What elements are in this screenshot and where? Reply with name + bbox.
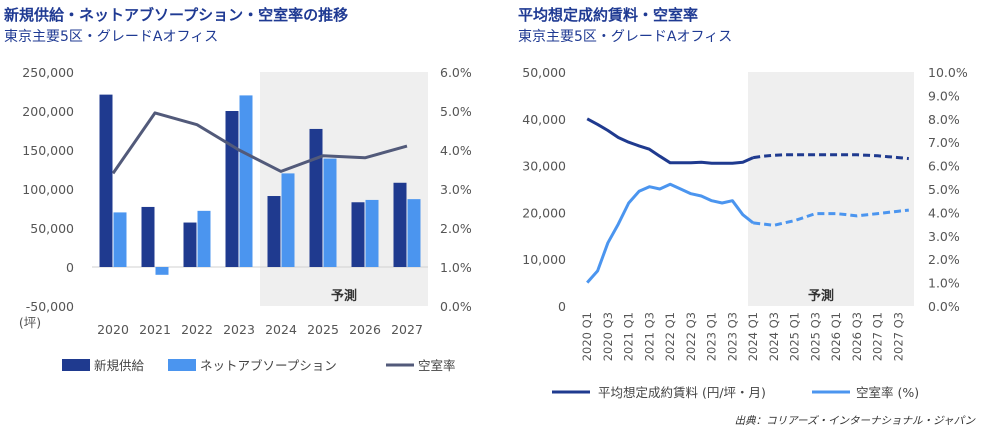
x-tick-label: 2022 Q1 <box>663 312 677 361</box>
y2-tick-label: 0.0% <box>928 299 960 314</box>
bar-net-absorption <box>281 173 295 267</box>
vacancy-line-forecast <box>753 208 909 227</box>
rent-line-actual <box>586 117 754 165</box>
bar-new-supply <box>351 202 365 267</box>
x-tick-label: 2021 <box>139 322 171 337</box>
x-tick-label: 2020 <box>97 322 129 337</box>
x-tick-label: 2020 Q3 <box>601 312 615 361</box>
x-tick-label: 2022 Q3 <box>684 312 698 361</box>
bar-new-supply <box>141 206 155 267</box>
bar-new-supply <box>393 182 407 267</box>
legend-label-new-supply: 新規供給 <box>94 358 145 373</box>
y2-tick-label: 0.0% <box>440 299 472 314</box>
right-chart-svg: 予測 50,000 40,000 30,000 20,000 10,000 0 10.0% 9.… <box>522 65 968 400</box>
y-tick-label: 200,000 <box>22 104 74 119</box>
y-tick-label: 250,000 <box>22 65 74 80</box>
y-tick-label: 150,000 <box>22 143 74 158</box>
left-chart-subtitle: 東京主要5区・グレードAオフィス <box>4 29 219 45</box>
y2-tick-label: 8.0% <box>928 112 960 127</box>
rent-line-forecast <box>752 153 909 161</box>
legend-label-rent: 平均想定成約賃料 (円/坪・月) <box>598 385 766 400</box>
vacancy-line-actual <box>586 182 755 284</box>
y2-tick-label: 5.0% <box>928 182 960 197</box>
bar-net-absorption <box>365 199 379 267</box>
x-tick-label: 2024 Q3 <box>767 312 781 361</box>
y2-tick-label: 7.0% <box>928 135 960 150</box>
legend-swatch-new-supply <box>62 359 90 371</box>
right-chart-subtitle: 東京主要5区・グレードAオフィス <box>518 29 733 45</box>
y-tick-label: 40,000 <box>522 112 566 127</box>
forecast-label: 予測 <box>808 288 834 304</box>
vacancy-rate-line <box>111 111 408 175</box>
x-tick-label: 2024 Q1 <box>746 312 760 361</box>
x-tick-label: 2026 Q3 <box>850 312 864 361</box>
x-tick-label: 2025 <box>307 322 339 337</box>
x-tick-label: 2022 <box>181 322 213 337</box>
x-tick-label: 2024 <box>265 322 297 337</box>
y2-tick-label: 6.0% <box>928 159 960 174</box>
y-tick-label: 30,000 <box>522 159 566 174</box>
x-tick-label: 2025 Q1 <box>788 312 802 361</box>
legend-label-vacancy: 空室率 (%) <box>856 385 919 400</box>
y2-tick-label: 2.0% <box>440 221 472 236</box>
x-tick-label: 2027 Q1 <box>871 312 885 361</box>
forecast-label: 予測 <box>331 288 357 304</box>
y-tick-label: -50,000 <box>26 299 74 314</box>
y-tick-label: 0 <box>66 260 74 275</box>
x-tick-label: 2027 Q3 <box>891 312 905 361</box>
left-chart-panel: 新規供給・ネットアブソープション・空室率の推移 東京主要5区・グレードAオフィス… <box>0 0 490 434</box>
right-chart-panel: 平均想定成約賃料・空室率 東京主要5区・グレードAオフィス 予測 50,000 40… <box>500 0 983 434</box>
left-chart-title: 新規供給・ネットアブソープション・空室率の推移 <box>4 6 349 24</box>
legend-label-net-absorption: ネットアブソープション <box>200 358 337 373</box>
x-tick-label: 2021 Q3 <box>642 312 656 361</box>
bar-net-absorption <box>239 95 253 268</box>
bar-new-supply <box>99 94 113 268</box>
y2-tick-label: 9.0% <box>928 88 960 103</box>
bar-new-supply <box>267 196 281 267</box>
y2-tick-label: 1.0% <box>928 276 960 291</box>
y2-tick-label: 2.0% <box>928 252 960 267</box>
bar-new-supply <box>225 111 239 267</box>
source-note: 出典：コリアーズ・インターナショナル・ジャパン <box>734 415 975 427</box>
bar-net-absorption <box>155 267 169 275</box>
y-tick-label: 0 <box>558 299 566 314</box>
y-tick-label: 20,000 <box>522 205 566 220</box>
y-tick-label: 50,000 <box>522 65 566 80</box>
x-tick-label: 2020 Q1 <box>580 312 594 361</box>
x-tick-label: 2027 <box>391 322 423 337</box>
forecast-region <box>748 72 914 306</box>
left-chart-svg: 予測 250,000 200,000 150,000 100,000 50,000 0 -50… <box>19 65 472 373</box>
x-tick-label: 2026 <box>349 322 381 337</box>
x-tick-label: 2023 Q1 <box>705 312 719 361</box>
bar-net-absorption <box>113 212 127 267</box>
y2-tick-label: 4.0% <box>928 205 960 220</box>
y2-tick-label: 6.0% <box>440 65 472 80</box>
x-tick-label: 2026 Q1 <box>829 312 843 361</box>
x-tick-label: 2023 Q3 <box>725 312 739 361</box>
legend-swatch-net-absorption <box>168 359 196 371</box>
y2-tick-label: 10.0% <box>928 65 968 80</box>
y2-tick-label: 3.0% <box>928 229 960 244</box>
y2-tick-label: 4.0% <box>440 143 472 158</box>
x-tick-label: 2021 Q1 <box>622 312 636 361</box>
y2-tick-label: 1.0% <box>440 260 472 275</box>
y2-tick-label: 3.0% <box>440 182 472 197</box>
y2-tick-label: 5.0% <box>440 104 472 119</box>
y-tick-label: 50,000 <box>30 221 74 236</box>
bar-new-supply <box>309 128 323 267</box>
bar-net-absorption <box>323 158 337 267</box>
right-chart-title: 平均想定成約賃料・空室率 <box>518 6 699 24</box>
y-unit-label: (坪) <box>19 315 41 330</box>
bar-new-supply <box>183 222 197 267</box>
x-tick-label: 2025 Q3 <box>808 312 822 361</box>
bar-net-absorption <box>407 199 421 267</box>
y-tick-label: 10,000 <box>522 252 566 267</box>
x-tick-label: 2023 <box>223 322 255 337</box>
y-tick-label: 100,000 <box>22 182 74 197</box>
bar-net-absorption <box>197 210 211 267</box>
legend-label-vacancy: 空室率 <box>418 358 456 373</box>
